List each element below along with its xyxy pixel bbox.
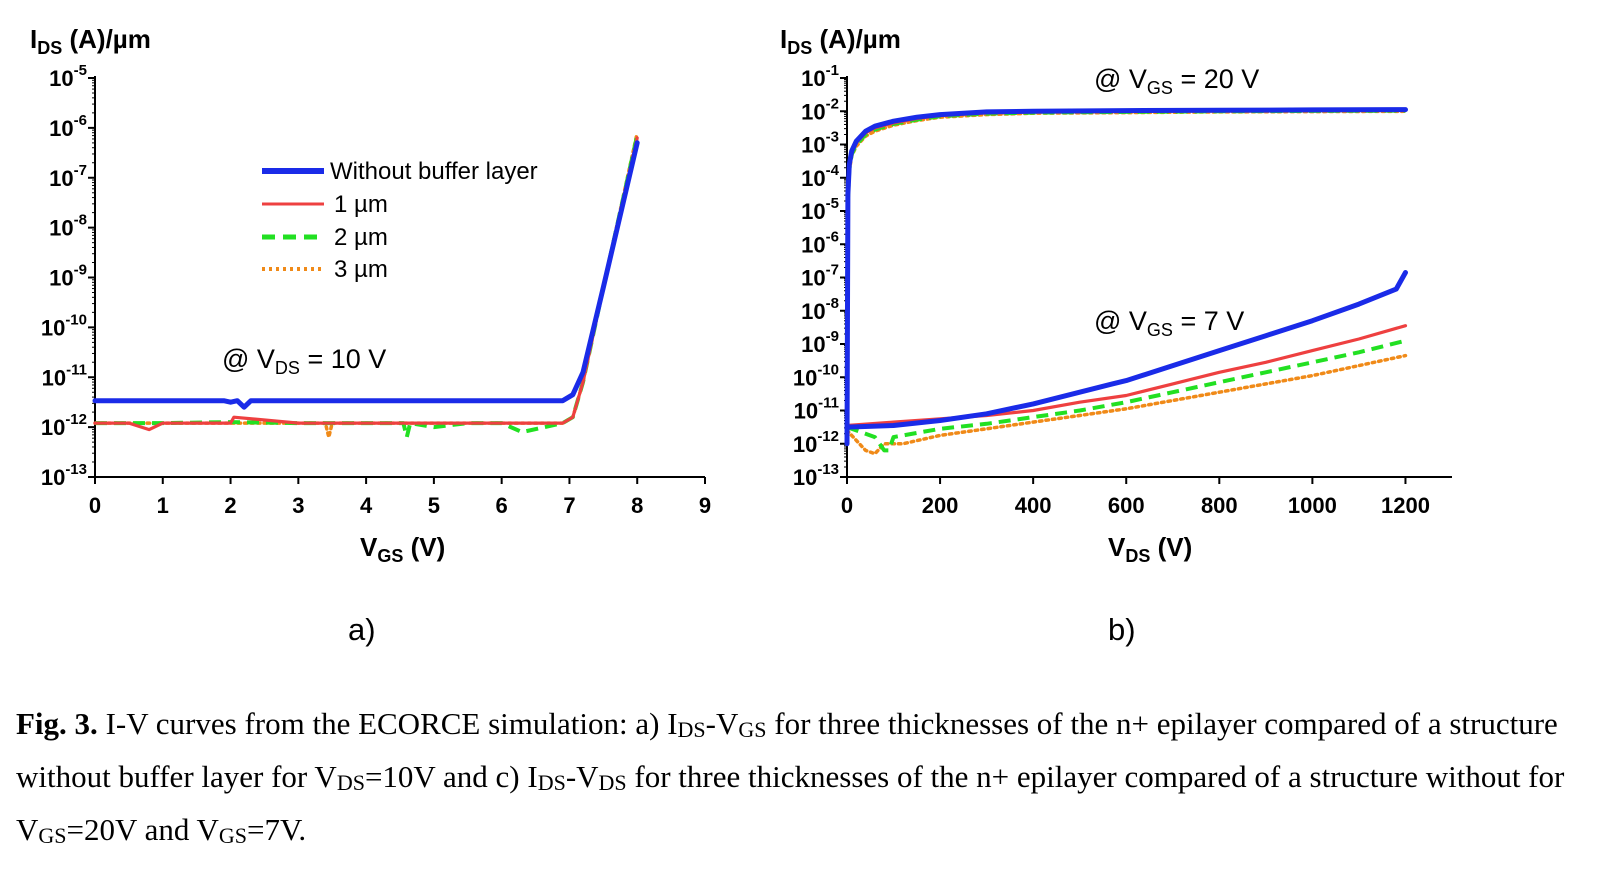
y-tick-label: 10-2	[801, 95, 839, 124]
x-tick-label: 3	[292, 493, 304, 518]
legend-label-1um: 1 µm	[334, 191, 388, 218]
series-line-one-um	[845, 108, 1408, 446]
panel-a-letter: a)	[348, 612, 376, 647]
series-line-without-buffer	[844, 107, 1408, 447]
caption-text-6: for three thicknesses of the n+ epilayer…	[16, 759, 1565, 847]
y-tick-label: 10-1	[801, 62, 839, 91]
panel-b-annotation-vgs20: @ VGS = 20 V	[1094, 64, 1259, 98]
panel-a-legend: Without buffer layer 1 µm 2 µm 3 µm	[262, 158, 538, 283]
panel-a-y-axis-title: IDS (A)/µm	[30, 24, 151, 58]
x-tick-label: 1	[157, 493, 169, 518]
y-tick-label: 10-5	[49, 62, 87, 91]
caption-sub-7: GS	[218, 823, 248, 848]
panel-b-x-ticks: 0 200 400 600 800 1000 1200	[841, 477, 1430, 518]
x-tick-label: 600	[1108, 493, 1145, 518]
caption-text-2: -V	[705, 706, 739, 741]
caption-sub-2: GS	[738, 717, 767, 742]
x-tick-label: 4	[360, 493, 373, 518]
panel-a-x-ticks: 0 1 2 3 4 5 6 7 8 9	[89, 477, 711, 518]
y-tick-label: 10-6	[801, 228, 839, 257]
panel-b-series-group	[844, 107, 1408, 456]
y-tick-label: 10-9	[49, 262, 87, 291]
panel-a-x-axis-title: VGS (V)	[360, 532, 445, 566]
series-line-two-um	[845, 108, 1406, 444]
panel-b-annotation-vgs7: @ VGS = 7 V	[1094, 306, 1244, 340]
legend-label-3um: 3 µm	[334, 256, 388, 283]
caption-text-5: -V	[565, 759, 599, 794]
panel-b-letter: b)	[1108, 612, 1136, 647]
y-tick-label: 10-8	[49, 212, 87, 241]
caption-text-3: for three thicknesses of the n+ epilayer…	[16, 706, 1558, 794]
y-tick-label: 10-10	[793, 361, 839, 390]
y-tick-label: 10-11	[794, 395, 839, 424]
caption-sub-1: DS	[677, 717, 706, 742]
y-tick-label: 10-12	[41, 411, 87, 440]
x-tick-label: 0	[841, 493, 853, 518]
y-tick-label: 10-12	[793, 428, 839, 457]
x-tick-label: 200	[922, 493, 959, 518]
caption-sub-5: DS	[598, 770, 627, 795]
y-tick-label: 10-7	[49, 162, 87, 191]
caption-text-8: =7V.	[247, 812, 307, 847]
panel-a-series-group	[92, 131, 640, 440]
figure-caption: Fig. 3. I-V curves from the ECORCE simul…	[16, 700, 1586, 859]
x-tick-label: 8	[631, 493, 643, 518]
panel-a-y-ticks: 10-5 10-6 10-7 10-8 10-9 10-10 10-11 10-12 10-13	[41, 62, 95, 490]
chart-panel-a: IDS (A)/µm 10-5 10-6 10-7 10-8 10-9 10-10 10-1…	[30, 24, 711, 647]
series-line-one-um	[93, 136, 639, 432]
caption-text-7: =20V and V	[66, 812, 219, 847]
legend-label-without-buffer: Without buffer layer	[330, 158, 538, 185]
caption-sub-4: DS	[537, 770, 566, 795]
caption-sub-6: GS	[38, 823, 67, 848]
legend-label-2um: 2 µm	[334, 224, 388, 251]
panel-b-x-axis-title: VDS (V)	[1108, 532, 1192, 566]
y-tick-label: 10-11	[42, 361, 87, 390]
panel-b-y-ticks: 10-1 10-2 10-3 10-4 10-5 10-6 10-7 10-8 10-9 10-1…	[793, 62, 847, 490]
y-tick-label: 10-5	[801, 195, 839, 224]
x-tick-label: 9	[699, 493, 711, 518]
x-tick-label: 400	[1015, 493, 1052, 518]
caption-fig-label: Fig. 3.	[16, 706, 98, 741]
caption-text-1: I-V curves from the ECORCE simulation: a…	[97, 706, 678, 741]
series-line-one-um	[845, 324, 1408, 428]
y-tick-label: 10-3	[801, 129, 839, 158]
y-tick-label: 10-13	[793, 461, 839, 490]
caption-sub-3: DS	[336, 770, 365, 795]
x-tick-label: 2	[224, 493, 236, 518]
x-tick-label: 5	[428, 493, 440, 518]
series-line-two-um	[846, 338, 1406, 453]
chart-panel-b: IDS (A)/µm 10-110-210-310-410-510-610-71…	[780, 24, 1452, 647]
y-tick-label: 10-10	[41, 311, 87, 340]
x-tick-label: 1000	[1288, 493, 1337, 518]
y-tick-label: 10-4	[801, 162, 839, 191]
series-line-without-buffer	[844, 270, 1408, 430]
y-tick-label: 10-6	[49, 112, 87, 141]
y-tick-label: 10-9	[801, 328, 839, 357]
x-tick-label: 800	[1201, 493, 1238, 518]
y-tick-label: 10-7	[801, 262, 839, 291]
series-line-three-um	[845, 353, 1408, 456]
x-tick-label: 6	[496, 493, 508, 518]
caption-text-4: =10V and c) I	[364, 759, 538, 794]
y-tick-label: 10-8	[801, 295, 839, 324]
series-line-without-buffer	[92, 140, 640, 410]
x-tick-label: 0	[89, 493, 101, 518]
panel-a-annotation-vds: @ VDS = 10 V	[222, 344, 386, 378]
panel-b-y-axis-title: IDS (A)/µm	[780, 24, 901, 58]
y-tick-label: 10-13	[41, 461, 87, 490]
x-tick-label: 1200	[1381, 493, 1430, 518]
x-tick-label: 7	[563, 493, 575, 518]
